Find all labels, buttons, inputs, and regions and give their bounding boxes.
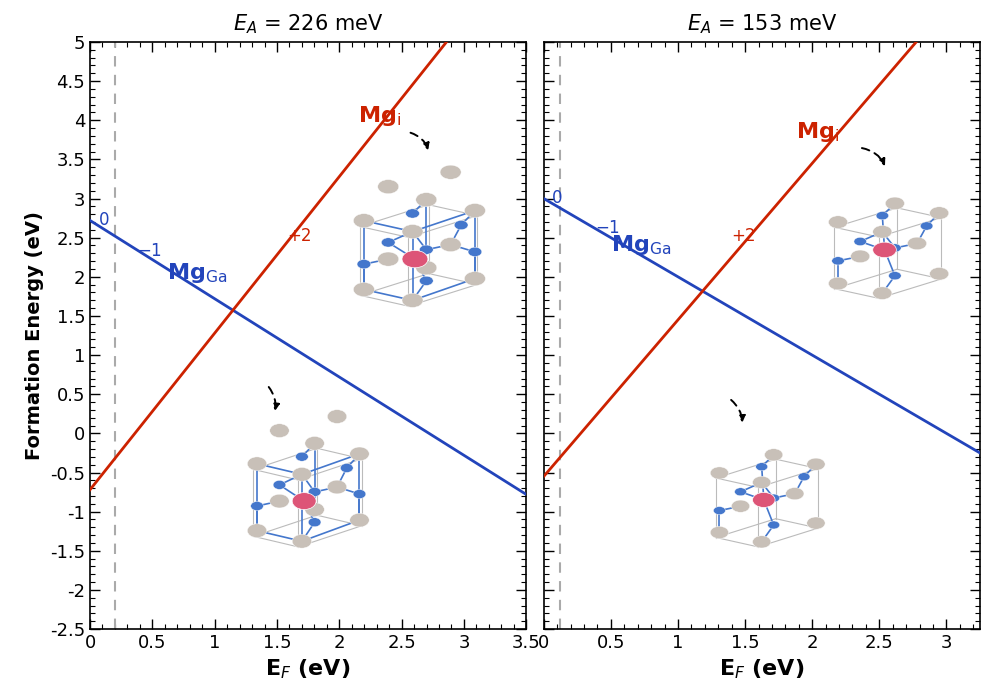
Ellipse shape [402, 294, 423, 308]
Ellipse shape [735, 488, 747, 496]
X-axis label: E$_F$ (eV): E$_F$ (eV) [719, 658, 805, 681]
Ellipse shape [765, 449, 783, 461]
Ellipse shape [296, 452, 308, 461]
Ellipse shape [270, 424, 289, 438]
Ellipse shape [468, 247, 482, 257]
Ellipse shape [340, 463, 353, 473]
Title: $E_A$ = 226 meV: $E_A$ = 226 meV [233, 13, 383, 36]
Text: +2: +2 [732, 227, 756, 245]
Ellipse shape [873, 226, 892, 238]
Ellipse shape [876, 212, 889, 219]
Ellipse shape [753, 492, 775, 507]
Ellipse shape [713, 507, 725, 514]
Ellipse shape [768, 521, 780, 529]
Text: Mg$_{\rm i}$: Mg$_{\rm i}$ [796, 120, 839, 144]
Ellipse shape [247, 524, 267, 538]
Ellipse shape [889, 272, 901, 280]
Ellipse shape [768, 494, 780, 502]
Text: Mg$_{\rm i}$: Mg$_{\rm i}$ [358, 104, 401, 129]
Y-axis label: Formation Energy (eV): Formation Energy (eV) [25, 211, 44, 460]
Ellipse shape [798, 473, 810, 481]
Ellipse shape [440, 165, 461, 179]
Ellipse shape [756, 463, 768, 470]
Ellipse shape [247, 457, 267, 470]
Ellipse shape [807, 458, 825, 470]
Ellipse shape [854, 238, 866, 245]
Ellipse shape [305, 436, 324, 450]
Ellipse shape [930, 207, 949, 219]
Ellipse shape [889, 244, 901, 252]
Text: 0: 0 [552, 189, 562, 207]
Ellipse shape [378, 252, 399, 266]
Ellipse shape [416, 193, 437, 207]
Ellipse shape [930, 268, 949, 280]
Text: Mg$_{\rm Ga}$: Mg$_{\rm Ga}$ [167, 261, 228, 285]
Ellipse shape [305, 503, 324, 517]
Ellipse shape [350, 513, 369, 527]
Ellipse shape [920, 222, 933, 230]
Ellipse shape [851, 250, 870, 263]
Ellipse shape [327, 480, 347, 494]
Ellipse shape [464, 272, 485, 286]
Ellipse shape [786, 488, 804, 500]
Ellipse shape [406, 209, 419, 218]
Ellipse shape [357, 259, 371, 269]
Ellipse shape [292, 535, 312, 548]
Ellipse shape [402, 224, 423, 238]
Ellipse shape [353, 282, 374, 296]
Ellipse shape [292, 493, 316, 510]
Ellipse shape [378, 180, 399, 194]
Title: $E_A$ = 153 meV: $E_A$ = 153 meV [687, 13, 837, 36]
Ellipse shape [273, 480, 286, 489]
Ellipse shape [402, 250, 428, 268]
Text: $-1$: $-1$ [137, 242, 162, 260]
Ellipse shape [350, 447, 369, 461]
Ellipse shape [832, 257, 844, 265]
Ellipse shape [308, 518, 321, 527]
Ellipse shape [753, 535, 771, 548]
Ellipse shape [353, 489, 366, 498]
Ellipse shape [308, 487, 321, 496]
Text: 0: 0 [99, 210, 109, 229]
Ellipse shape [464, 203, 485, 217]
Ellipse shape [873, 242, 896, 258]
Ellipse shape [353, 214, 374, 228]
Ellipse shape [419, 276, 433, 285]
X-axis label: E$_F$ (eV): E$_F$ (eV) [265, 658, 351, 681]
Ellipse shape [828, 216, 848, 229]
Ellipse shape [251, 502, 263, 510]
Ellipse shape [381, 238, 395, 247]
Ellipse shape [828, 278, 848, 290]
Ellipse shape [710, 467, 729, 479]
Ellipse shape [710, 526, 729, 539]
Ellipse shape [270, 494, 289, 508]
Ellipse shape [907, 237, 927, 250]
Ellipse shape [416, 261, 437, 275]
Ellipse shape [807, 517, 825, 529]
Ellipse shape [440, 238, 461, 252]
Ellipse shape [885, 197, 904, 210]
Ellipse shape [419, 245, 433, 254]
Ellipse shape [873, 287, 892, 299]
Ellipse shape [454, 220, 468, 230]
Text: Mg$_{\rm Ga}$: Mg$_{\rm Ga}$ [611, 233, 671, 257]
Text: $-1$: $-1$ [595, 219, 620, 237]
Ellipse shape [753, 476, 771, 489]
Text: +2: +2 [287, 227, 311, 245]
Ellipse shape [327, 410, 347, 424]
Ellipse shape [731, 500, 750, 512]
Ellipse shape [292, 468, 312, 481]
